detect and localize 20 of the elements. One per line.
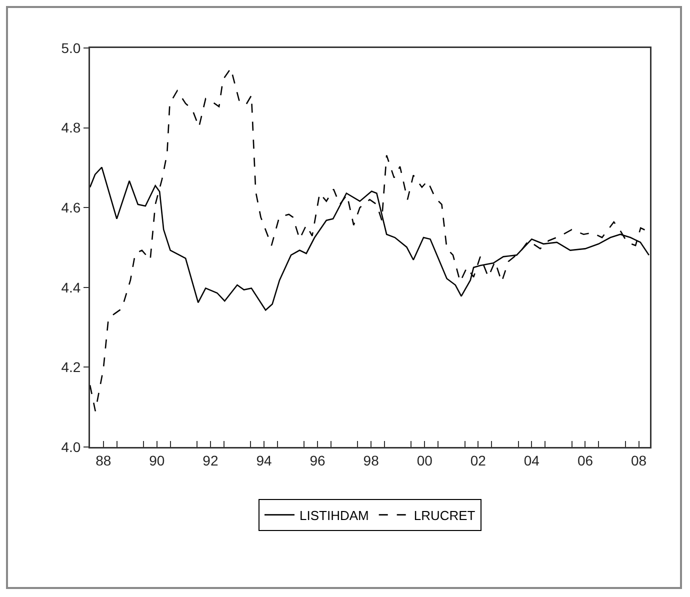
x-tick-label: 02 [470, 452, 486, 468]
x-tick-label: 90 [149, 452, 165, 468]
y-tick-label: 4.4 [61, 279, 81, 296]
legend-label: LRUCRET [414, 508, 476, 523]
x-tick-label: 06 [577, 452, 594, 468]
y-tick-label: 4.0 [61, 438, 81, 455]
x-tick-label: 88 [96, 452, 112, 468]
x-tick-label: 94 [256, 452, 272, 468]
x-tick-label: 98 [363, 452, 380, 468]
x-tick-label: 96 [310, 452, 326, 468]
x-tick-label: 04 [524, 452, 540, 468]
y-tick-label: 4.6 [61, 200, 81, 216]
y-tick-label: 4.8 [61, 120, 81, 136]
x-tick-label: 00 [416, 452, 433, 468]
legend-label: LISTIHDAM [300, 508, 369, 523]
line-series [90, 68, 648, 412]
y-tick-label: 4.2 [61, 359, 81, 376]
y-tick-label: 5.0 [61, 40, 81, 56]
x-tick-label: 92 [202, 452, 218, 468]
x-tick-label: 08 [630, 452, 647, 468]
